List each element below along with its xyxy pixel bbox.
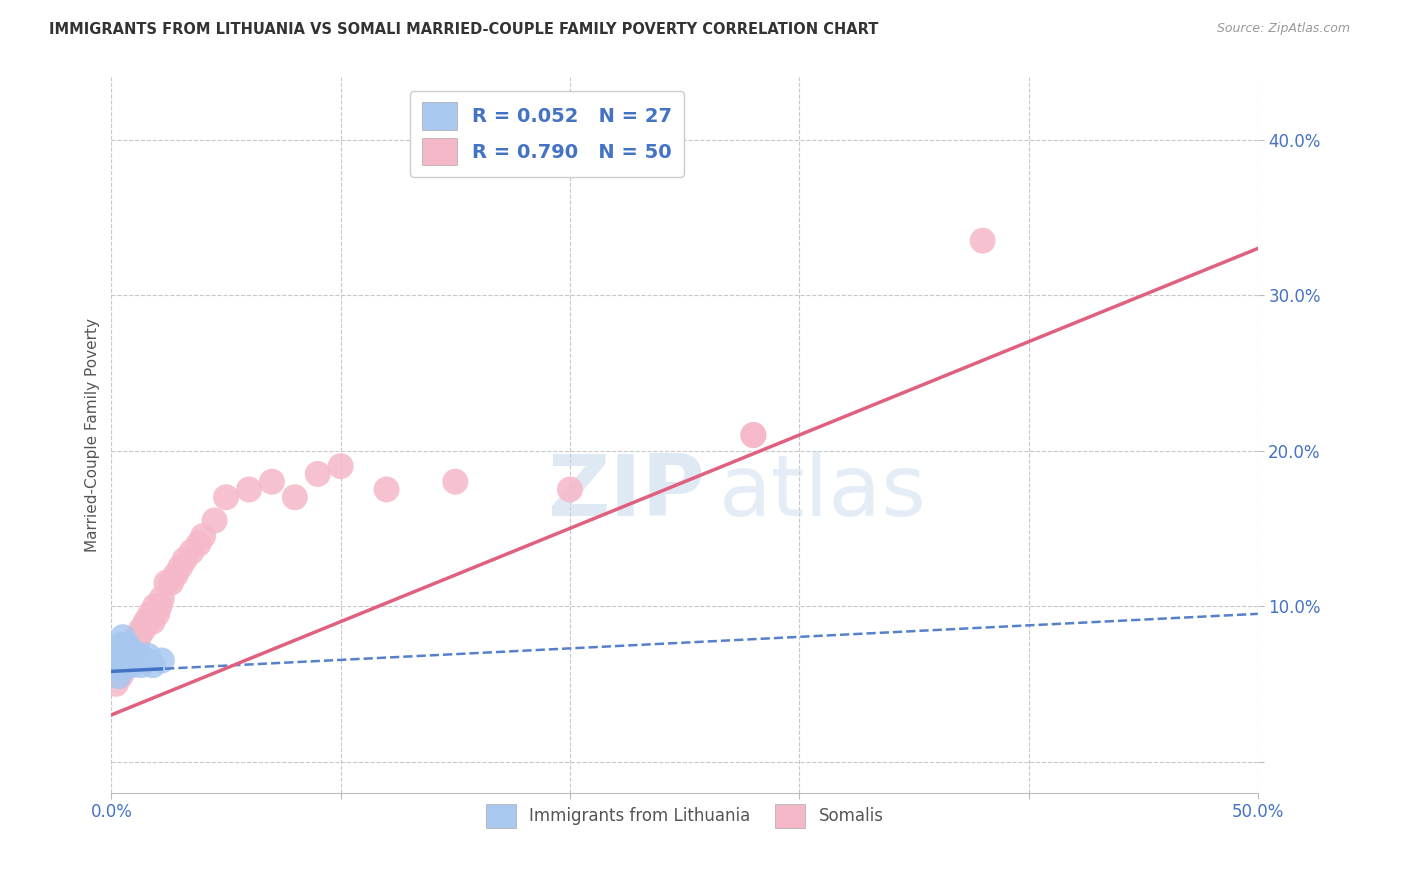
Point bbox=[124, 638, 146, 652]
Point bbox=[110, 669, 132, 683]
Point bbox=[128, 630, 150, 644]
Point bbox=[114, 661, 136, 675]
Point bbox=[155, 575, 177, 590]
Point bbox=[105, 677, 128, 691]
Point bbox=[142, 615, 165, 629]
Text: Source: ZipAtlas.com: Source: ZipAtlas.com bbox=[1216, 22, 1350, 36]
Point bbox=[118, 648, 141, 663]
Point bbox=[125, 638, 148, 652]
Point bbox=[121, 638, 143, 652]
Point bbox=[136, 615, 159, 629]
Point bbox=[111, 653, 134, 667]
Point bbox=[238, 483, 260, 497]
Point bbox=[107, 646, 129, 660]
Point bbox=[107, 661, 129, 675]
Point bbox=[558, 483, 581, 497]
Point bbox=[204, 514, 226, 528]
Point bbox=[121, 653, 143, 667]
Point bbox=[215, 490, 238, 504]
Point bbox=[132, 623, 155, 637]
Point bbox=[110, 661, 132, 675]
Point bbox=[117, 653, 139, 667]
Point bbox=[139, 607, 162, 621]
Point bbox=[136, 648, 159, 663]
Point bbox=[260, 475, 283, 489]
Point bbox=[118, 646, 141, 660]
Point bbox=[111, 646, 134, 660]
Point bbox=[165, 568, 187, 582]
Point bbox=[125, 630, 148, 644]
Point bbox=[121, 658, 143, 673]
Point bbox=[111, 630, 134, 644]
Point bbox=[150, 591, 173, 606]
Point bbox=[150, 653, 173, 667]
Point bbox=[129, 658, 152, 673]
Point bbox=[117, 646, 139, 660]
Point bbox=[742, 428, 765, 442]
Point bbox=[117, 653, 139, 667]
Point bbox=[114, 646, 136, 660]
Point bbox=[128, 648, 150, 663]
Point bbox=[135, 615, 157, 629]
Point bbox=[107, 669, 129, 683]
Point bbox=[148, 599, 170, 613]
Point bbox=[107, 653, 129, 667]
Point bbox=[284, 490, 307, 504]
Point bbox=[169, 560, 191, 574]
Point bbox=[180, 544, 202, 558]
Point bbox=[329, 459, 352, 474]
Point bbox=[110, 638, 132, 652]
Point bbox=[114, 638, 136, 652]
Text: atlas: atlas bbox=[718, 450, 927, 533]
Point bbox=[143, 599, 166, 613]
Point bbox=[105, 661, 128, 675]
Point bbox=[111, 653, 134, 667]
Point bbox=[142, 658, 165, 673]
Point bbox=[114, 638, 136, 652]
Point bbox=[191, 529, 214, 543]
Point bbox=[121, 648, 143, 663]
Legend: Immigrants from Lithuania, Somalis: Immigrants from Lithuania, Somalis bbox=[479, 797, 890, 834]
Point bbox=[160, 575, 183, 590]
Point bbox=[117, 638, 139, 652]
Point bbox=[173, 552, 195, 566]
Point bbox=[444, 475, 467, 489]
Point bbox=[124, 646, 146, 660]
Point bbox=[146, 607, 169, 621]
Point bbox=[129, 623, 152, 637]
Point bbox=[972, 234, 994, 248]
Y-axis label: Married-Couple Family Poverty: Married-Couple Family Poverty bbox=[86, 318, 100, 552]
Point bbox=[124, 646, 146, 660]
Point bbox=[124, 653, 146, 667]
Point bbox=[135, 653, 157, 667]
Point bbox=[118, 638, 141, 652]
Point bbox=[117, 646, 139, 660]
Point bbox=[111, 646, 134, 660]
Point bbox=[742, 428, 765, 442]
Point bbox=[125, 653, 148, 667]
Point bbox=[118, 642, 141, 657]
Text: IMMIGRANTS FROM LITHUANIA VS SOMALI MARRIED-COUPLE FAMILY POVERTY CORRELATION CH: IMMIGRANTS FROM LITHUANIA VS SOMALI MARR… bbox=[49, 22, 879, 37]
Point bbox=[187, 537, 209, 551]
Point bbox=[375, 483, 398, 497]
Point bbox=[114, 653, 136, 667]
Point bbox=[307, 467, 329, 481]
Text: ZIP: ZIP bbox=[547, 450, 704, 533]
